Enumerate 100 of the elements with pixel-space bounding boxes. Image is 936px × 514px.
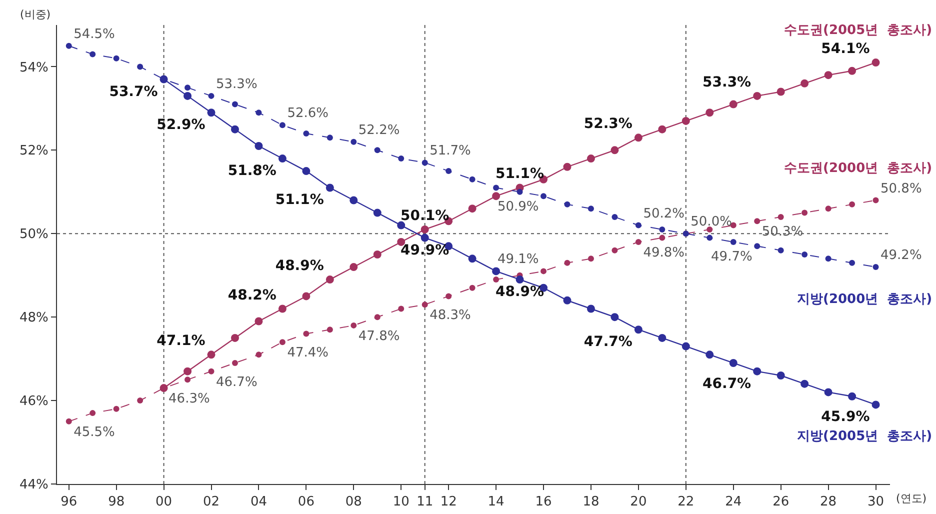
point	[612, 247, 618, 254]
point	[610, 146, 619, 154]
data-label: 53.3%	[702, 74, 752, 90]
point	[398, 156, 404, 162]
x-tick-label: 26	[772, 494, 790, 510]
point	[706, 226, 713, 232]
point	[230, 125, 239, 134]
point	[588, 206, 594, 212]
y-tick-label: 48%	[19, 310, 48, 326]
point	[849, 201, 856, 208]
point	[658, 334, 666, 342]
point	[350, 263, 358, 272]
point	[373, 208, 382, 217]
point	[563, 162, 572, 171]
point	[540, 268, 547, 274]
point	[207, 108, 216, 117]
point	[468, 204, 476, 213]
point	[754, 218, 760, 224]
point	[635, 238, 642, 245]
point	[706, 350, 714, 359]
data-label: 54.5%	[74, 26, 115, 42]
point	[754, 243, 760, 250]
point	[516, 188, 523, 195]
data-label: 50.1%	[400, 208, 450, 224]
data-label: 47.4%	[287, 346, 329, 361]
point	[90, 410, 96, 416]
x-tick-label: 00	[156, 494, 172, 510]
point	[824, 388, 832, 396]
data-label: 51.8%	[228, 163, 276, 180]
y-tick-label: 46%	[19, 394, 48, 410]
point	[397, 221, 406, 230]
data-label: 50.0%	[690, 214, 732, 230]
point	[422, 160, 428, 166]
point	[326, 184, 334, 192]
point	[849, 260, 856, 266]
point	[729, 100, 738, 108]
point	[446, 293, 452, 300]
point	[778, 247, 784, 254]
point	[207, 350, 216, 359]
point	[776, 88, 785, 96]
data-label: 51.1%	[495, 166, 544, 182]
point	[659, 234, 666, 241]
x-tick-label: 24	[725, 494, 742, 510]
point	[825, 256, 832, 262]
text: 지방(2005년 총조사)	[797, 429, 932, 444]
x-tick-label: 18	[582, 494, 600, 510]
point	[398, 306, 404, 312]
point	[848, 392, 856, 400]
y-tick-label: 50%	[19, 227, 48, 242]
point	[422, 302, 428, 308]
x-tick-label: 30	[867, 494, 884, 510]
data-label: 46.7%	[216, 374, 258, 390]
point	[278, 304, 286, 313]
point	[374, 314, 380, 320]
data-label: 49.1%	[497, 252, 539, 268]
point	[493, 184, 500, 191]
point	[254, 317, 263, 326]
text: 수도권(2005년 총조사)	[784, 23, 932, 38]
point	[586, 304, 595, 313]
data-label: 47.8%	[358, 328, 400, 344]
point	[279, 122, 286, 128]
data-label: 54.1%	[821, 41, 870, 58]
data-label: 51.7%	[430, 144, 471, 159]
point	[800, 79, 809, 88]
point	[326, 326, 333, 333]
point	[66, 418, 72, 424]
point	[872, 58, 880, 67]
point	[516, 276, 524, 284]
point	[588, 256, 594, 262]
point	[350, 196, 358, 204]
point	[564, 201, 570, 208]
point	[326, 276, 334, 284]
point	[373, 250, 382, 258]
point	[254, 142, 263, 150]
data-label: 52.3%	[584, 116, 632, 132]
data-label: 49.9%	[400, 242, 450, 258]
data-label: 52.6%	[287, 106, 329, 122]
x-tick-label: 14	[488, 494, 504, 510]
point	[232, 101, 238, 108]
point	[610, 313, 619, 322]
data-label: 46.3%	[168, 392, 210, 407]
point	[469, 176, 476, 182]
point	[230, 334, 239, 342]
y-tick-label: 52%	[19, 144, 48, 159]
point	[730, 238, 736, 245]
data-label: 50.3%	[762, 224, 804, 240]
point	[802, 252, 808, 258]
point	[563, 296, 572, 304]
x-tick-label: 16	[535, 494, 552, 510]
point	[753, 92, 762, 100]
point	[184, 376, 191, 383]
point	[278, 154, 286, 163]
point	[776, 372, 785, 380]
point	[303, 330, 310, 337]
x-tick-label: 10	[392, 494, 410, 510]
x-tick-label: 02	[202, 494, 220, 510]
point	[184, 92, 192, 100]
point	[184, 367, 192, 376]
point	[778, 214, 784, 220]
point	[658, 125, 666, 134]
